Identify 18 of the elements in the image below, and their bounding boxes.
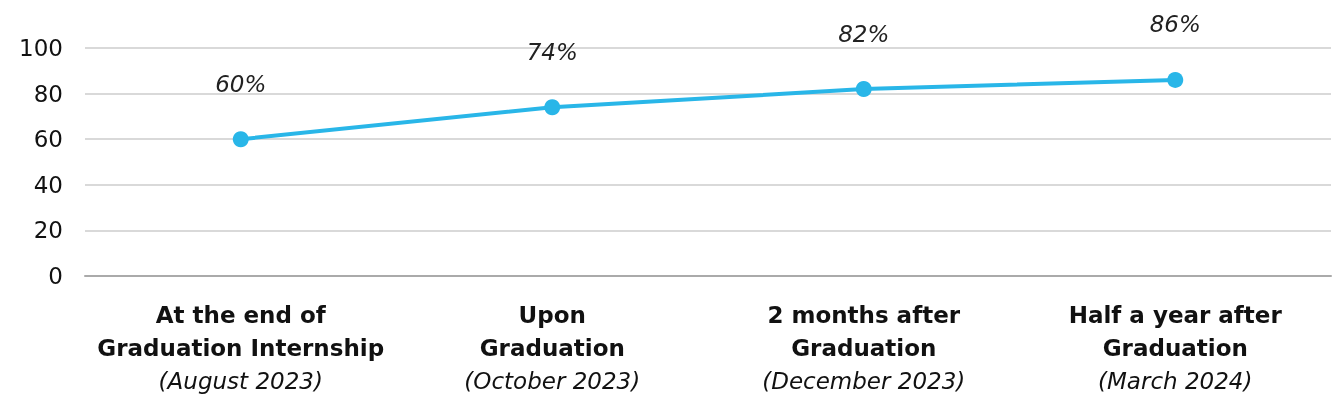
point xyxy=(544,99,561,116)
data-label: 82% xyxy=(838,20,890,47)
y-tick-label: 0 xyxy=(48,263,63,289)
y-tick-label: 60 xyxy=(33,126,63,153)
data-label: 86% xyxy=(1149,11,1201,38)
x-tick-label: At the end of Graduation Internship (August 2023) xyxy=(97,301,385,394)
y-tick-label: 40 xyxy=(33,171,63,198)
point xyxy=(232,131,249,148)
x-tick-label: Upon Graduation (October 2023) xyxy=(464,301,641,394)
point xyxy=(855,81,872,98)
data-label: 74% xyxy=(526,38,578,65)
x-tick-label: 2 months after Graduation (December 2023) xyxy=(762,301,966,394)
point xyxy=(1167,71,1184,88)
x-tick-label: Half a year after Graduation (March 2024) xyxy=(1068,301,1283,394)
y-tick-label: 100 xyxy=(19,35,63,61)
y-tick-label: 20 xyxy=(33,217,63,244)
y-tick-label: 80 xyxy=(33,80,63,107)
data-label: 60% xyxy=(215,70,267,97)
